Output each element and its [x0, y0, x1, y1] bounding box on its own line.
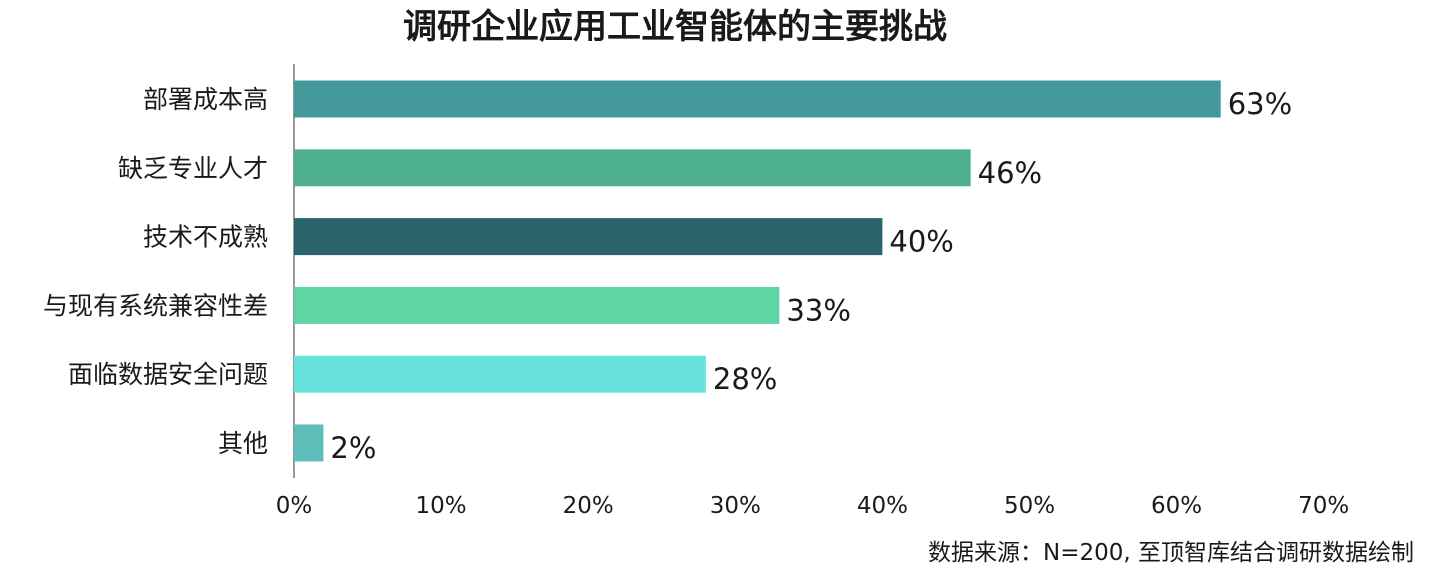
category-label: 其他 — [218, 429, 268, 458]
value-label: 28% — [713, 362, 777, 396]
chart-title: 调研企业应用工业智能体的主要挑战 — [403, 7, 947, 47]
value-label: 63% — [1228, 87, 1292, 121]
category-label: 与现有系统兼容性差 — [43, 291, 268, 320]
category-label: 部署成本高 — [143, 85, 268, 114]
category-label: 缺乏专业人才 — [118, 154, 268, 183]
value-label: 46% — [978, 156, 1042, 190]
value-label: 33% — [786, 293, 850, 327]
category-label: 面临数据安全问题 — [68, 360, 268, 389]
x-tick-label: 0% — [276, 493, 313, 519]
x-tick-label: 60% — [1151, 493, 1202, 519]
x-tick-label: 70% — [1298, 493, 1349, 519]
bar — [294, 80, 1221, 118]
x-tick-label: 20% — [563, 493, 614, 519]
x-tick-label: 40% — [857, 493, 908, 519]
value-label: 2% — [330, 431, 376, 465]
x-tick-label: 30% — [710, 493, 761, 519]
source-note: 数据来源：N=200, 至顶智库结合调研数据绘制 — [928, 540, 1414, 566]
bars-group: 部署成本高 63% 缺乏专业人才 46% 技术不成熟 40% 与现有系统兼容性差 33% 面临数… — [43, 80, 1292, 465]
category-label: 技术不成熟 — [143, 223, 268, 252]
bar — [294, 355, 706, 393]
bar — [294, 286, 780, 324]
x-tick-label: 10% — [416, 493, 467, 519]
bar — [294, 424, 324, 462]
x-axis-ticks: 0% 10% 20% 30% 40% 50% 60% 70% — [276, 493, 1350, 519]
bar — [294, 218, 883, 256]
value-label: 40% — [889, 225, 953, 259]
bar — [294, 149, 971, 187]
x-tick-label: 50% — [1004, 493, 1055, 519]
